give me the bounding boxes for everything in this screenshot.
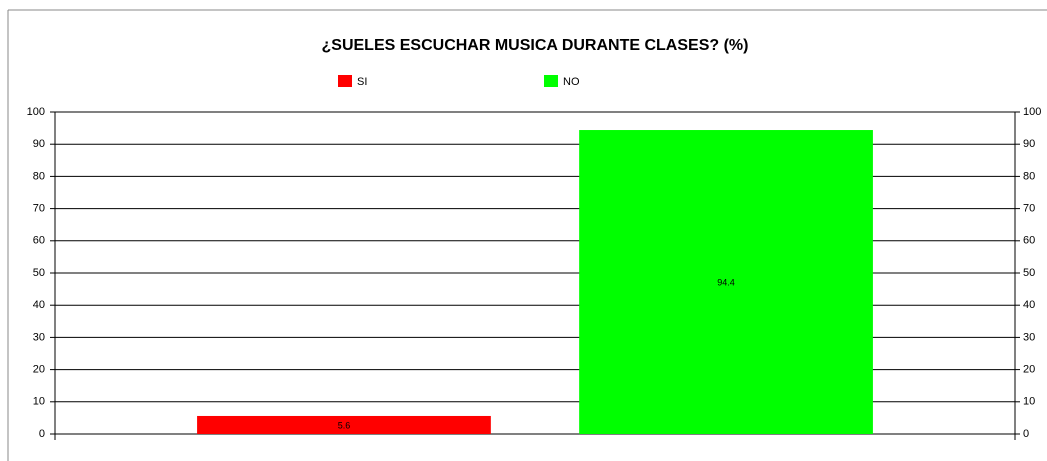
y-tick-label: 50 [33,267,45,279]
chart-title: ¿SUELES ESCUCHAR MUSICA DURANTE CLASES? … [322,37,749,54]
value-label: 94.4 [717,277,735,287]
y-tick-label: 100 [27,106,45,118]
y2-tick-label: 80 [1023,170,1035,182]
y2-tick-label: 90 [1023,138,1035,150]
y-tick-label: 70 [33,203,45,215]
y-tick-label: 90 [33,138,45,150]
y2-tick-label: 10 [1023,396,1035,408]
y2-tick-label: 30 [1023,331,1035,343]
y2-tick-label: 100 [1023,106,1041,118]
bar [579,130,873,435]
bar [197,415,491,434]
value-label: 5.6 [338,420,351,430]
legend-label: SI [357,76,367,88]
y-tick-label: 0 [39,428,45,440]
legend-label: NO [563,76,580,88]
y2-tick-label: 50 [1023,267,1035,279]
y2-tick-label: 40 [1023,299,1035,311]
y2-tick-label: 0 [1023,428,1029,440]
y2-tick-label: 60 [1023,235,1035,247]
legend-swatch [544,75,558,87]
y-tick-label: 80 [33,170,45,182]
y-tick-label: 30 [33,331,45,343]
y-tick-label: 10 [33,396,45,408]
y2-tick-label: 20 [1023,364,1035,376]
y-tick-label: 40 [33,299,45,311]
y2-tick-label: 70 [1023,203,1035,215]
y-tick-label: 60 [33,235,45,247]
legend-swatch [338,75,352,87]
y-tick-label: 20 [33,364,45,376]
